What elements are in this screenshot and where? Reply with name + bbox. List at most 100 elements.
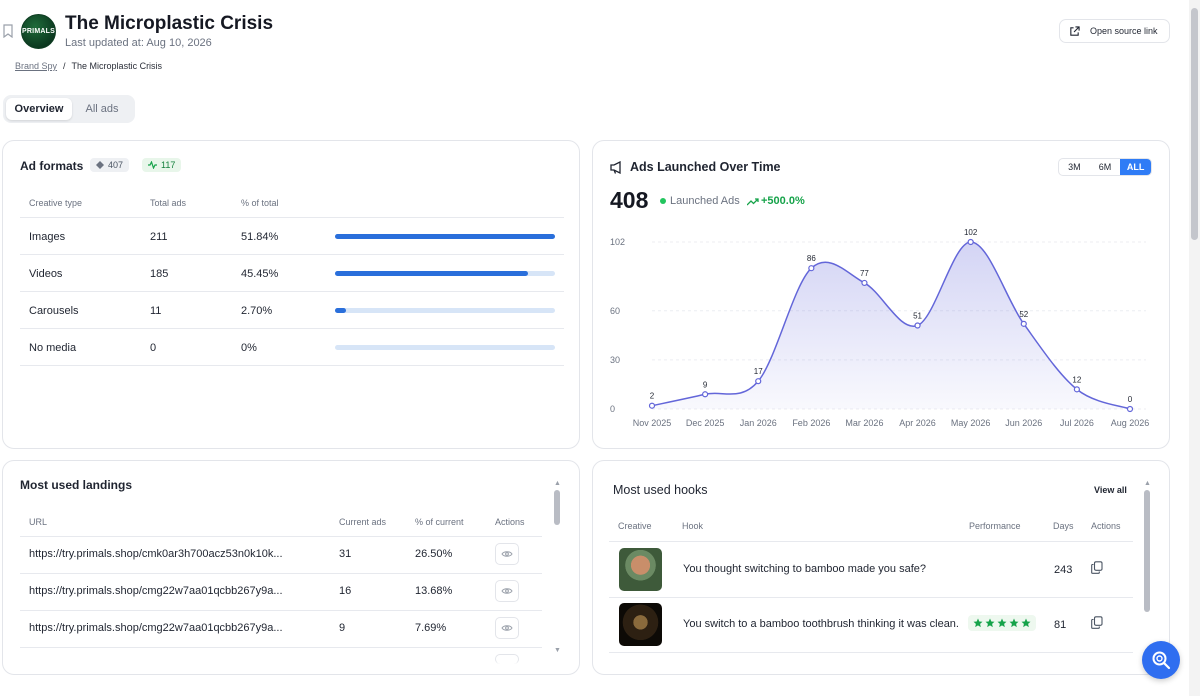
data-point[interactable] xyxy=(1020,320,1027,327)
active-ads-count: 117 xyxy=(161,160,176,170)
data-point[interactable] xyxy=(1126,405,1134,413)
tab-all-ads[interactable]: All ads xyxy=(85,103,119,115)
landing-url[interactable]: https://try.primals.shop/cmg22w7aa01qcbb… xyxy=(29,622,283,634)
landing-pct: 13.68% xyxy=(415,585,453,597)
bookmark-icon[interactable] xyxy=(2,24,14,38)
chart-line xyxy=(651,241,1131,410)
copy-hook-button[interactable] xyxy=(1091,616,1105,630)
row-divider xyxy=(20,365,564,366)
col-days: Days xyxy=(1053,521,1074,531)
pulse-icon xyxy=(148,161,157,169)
scroll-down-arrow[interactable]: ▼ xyxy=(554,647,561,654)
open-source-link-label: Open source link xyxy=(1090,26,1158,36)
range-6m[interactable]: 6M xyxy=(1098,162,1112,172)
view-landing-button[interactable] xyxy=(495,543,519,565)
col-actions: Actions xyxy=(495,517,525,527)
format-total: 185 xyxy=(150,268,169,280)
page-scrollbar-track[interactable] xyxy=(1189,0,1200,696)
data-point[interactable] xyxy=(808,265,815,272)
megaphone-icon xyxy=(610,161,621,174)
landings-scrollbar[interactable] xyxy=(554,490,560,525)
data-point[interactable] xyxy=(755,378,762,385)
data-point[interactable] xyxy=(861,279,868,287)
ads-launched-chart: 0 30 60 102 2 Nov 2025 9 Dec 2025 17 Jan 2026 86 Fe… xyxy=(610,228,1150,428)
eye-icon xyxy=(501,625,513,631)
col-performance: Performance xyxy=(969,521,1021,531)
format-type: Images xyxy=(29,231,66,243)
data-label: 0 xyxy=(1128,395,1133,404)
view-landing-button[interactable] xyxy=(495,580,519,602)
x-tick-label: Feb 2026 xyxy=(792,418,830,428)
tab-overview[interactable]: Overview xyxy=(6,98,72,120)
page-scrollbar-thumb[interactable] xyxy=(1191,8,1198,240)
data-point[interactable] xyxy=(1073,386,1080,393)
ads-launched-title: Ads Launched Over Time xyxy=(630,160,781,174)
format-share-fill xyxy=(335,234,555,239)
x-tick-label: Apr 2026 xyxy=(899,418,936,428)
star-icon xyxy=(985,618,995,628)
data-point[interactable] xyxy=(967,238,974,246)
breadcrumb-separator: / xyxy=(63,61,66,71)
page-title: The Microplastic Crisis xyxy=(65,13,274,34)
range-selector: 3M 6M ALL xyxy=(1058,158,1152,176)
star-icon xyxy=(1021,618,1031,628)
view-landing-button[interactable] xyxy=(495,617,519,639)
copy-icon xyxy=(1091,561,1103,574)
copy-hook-button[interactable] xyxy=(1091,561,1105,575)
row-divider xyxy=(20,291,564,292)
data-label: 102 xyxy=(964,228,978,237)
data-label: 77 xyxy=(860,269,869,278)
scroll-up-arrow[interactable]: ▲ xyxy=(554,480,561,487)
row-divider xyxy=(20,610,542,611)
scroll-up-arrow[interactable]: ▲ xyxy=(1144,480,1151,487)
format-share-bar xyxy=(335,234,555,239)
row-divider xyxy=(609,541,1133,542)
landing-url[interactable]: https://try.primals.shop/cmg22w7aa01qcbb… xyxy=(29,585,283,597)
y-tick-label: 0 xyxy=(610,404,615,414)
format-pct: 2.70% xyxy=(241,305,273,317)
range-all[interactable]: ALL xyxy=(1120,159,1151,175)
row-divider xyxy=(20,328,564,329)
hooks-title: Most used hooks xyxy=(613,483,708,497)
row-divider xyxy=(20,573,542,574)
row-divider xyxy=(20,217,564,218)
breadcrumb-current: The Microplastic Crisis xyxy=(71,61,163,71)
hooks-scrollbar[interactable] xyxy=(1144,490,1150,612)
landing-current-ads: 16 xyxy=(339,585,352,597)
change-value: +500.0% xyxy=(761,195,805,207)
col-pct-current: % of current xyxy=(415,517,464,527)
x-tick-label: Jul 2026 xyxy=(1060,418,1094,428)
format-pct: 51.84% xyxy=(241,231,279,243)
ad-formats-title: Ad formats xyxy=(20,159,84,173)
view-tabs: Overview All ads xyxy=(3,95,135,123)
format-share-fill xyxy=(335,271,528,276)
x-tick-label: Dec 2025 xyxy=(686,418,725,428)
view-all-link[interactable]: View all xyxy=(1094,485,1127,495)
open-source-link-button[interactable]: Open source link xyxy=(1059,19,1170,43)
hook-creative-thumbnail[interactable] xyxy=(619,603,662,646)
x-tick-label: Aug 2026 xyxy=(1111,418,1150,428)
hook-creative-thumbnail[interactable] xyxy=(619,548,662,591)
row-divider xyxy=(609,597,1133,598)
breadcrumb: Brand Spy / The Microplastic Crisis xyxy=(15,61,162,71)
landing-url[interactable]: https://try.primals.shop/cmk0ar3h700acz5… xyxy=(29,548,283,560)
format-total: 211 xyxy=(150,231,168,243)
star-icon xyxy=(1009,618,1019,628)
format-share-fill xyxy=(335,308,347,313)
breadcrumb-brand-spy[interactable]: Brand Spy xyxy=(15,61,58,71)
data-point[interactable] xyxy=(648,402,656,409)
last-updated: Last updated at: Aug 10, 2026 xyxy=(65,37,212,49)
active-ads-badge: 117 xyxy=(142,158,182,172)
data-point[interactable] xyxy=(914,322,921,329)
range-3m[interactable]: 3M xyxy=(1068,162,1081,172)
format-pct: 45.45% xyxy=(241,268,279,280)
data-point[interactable] xyxy=(702,391,709,398)
search-fab-button[interactable] xyxy=(1142,641,1180,679)
col-creative: Creative xyxy=(618,521,652,531)
data-label: 9 xyxy=(703,380,708,389)
ads-launched-card: Ads Launched Over Time 3M 6M ALL 408 Lau… xyxy=(592,140,1170,449)
eye-icon xyxy=(501,551,513,557)
view-landing-button[interactable] xyxy=(495,654,519,664)
col-url: URL xyxy=(29,517,48,527)
row-divider xyxy=(609,652,1133,653)
